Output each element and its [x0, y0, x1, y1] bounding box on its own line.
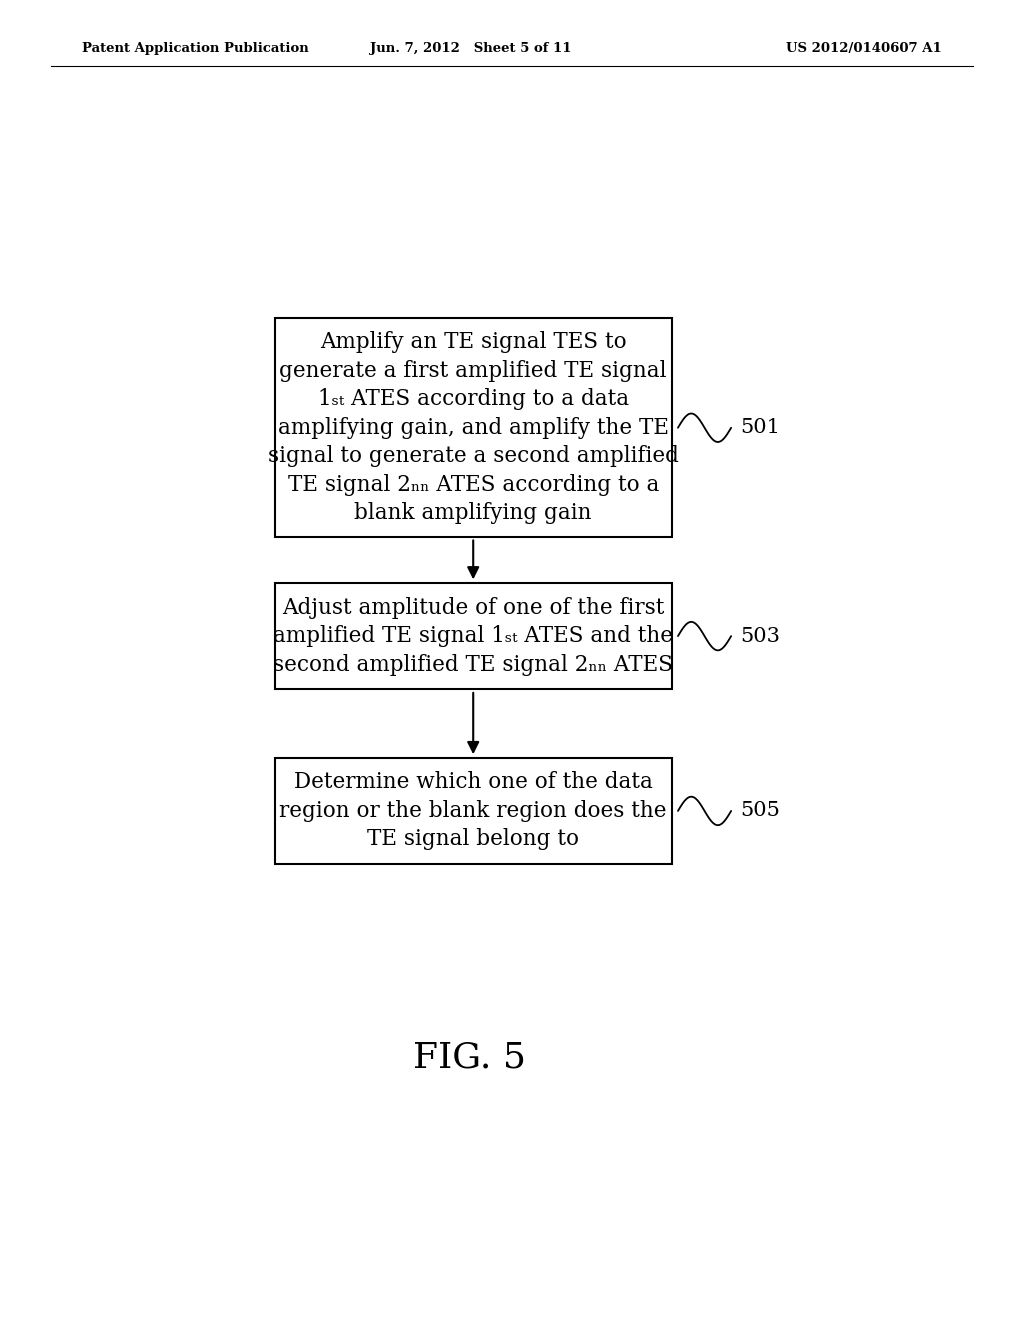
Text: signal to generate a second amplified: signal to generate a second amplified: [268, 445, 679, 467]
FancyBboxPatch shape: [274, 758, 672, 865]
Text: 501: 501: [740, 418, 780, 437]
Text: generate a first amplified TE signal: generate a first amplified TE signal: [280, 360, 667, 381]
Text: blank amplifying gain: blank amplifying gain: [354, 502, 592, 524]
FancyBboxPatch shape: [274, 582, 672, 689]
Text: Patent Application Publication: Patent Application Publication: [82, 42, 308, 55]
Text: amplified TE signal 1ₛₜ ATES and the: amplified TE signal 1ₛₜ ATES and the: [273, 626, 673, 647]
Text: Amplify an TE signal TES to: Amplify an TE signal TES to: [319, 331, 627, 354]
Text: Adjust amplitude of one of the first: Adjust amplitude of one of the first: [282, 597, 665, 619]
Text: US 2012/0140607 A1: US 2012/0140607 A1: [786, 42, 942, 55]
Text: TE signal 2ₙₙ ATES according to a: TE signal 2ₙₙ ATES according to a: [288, 474, 658, 496]
Text: Determine which one of the data: Determine which one of the data: [294, 771, 652, 793]
Text: Jun. 7, 2012   Sheet 5 of 11: Jun. 7, 2012 Sheet 5 of 11: [371, 42, 571, 55]
Text: amplifying gain, and amplify the TE: amplifying gain, and amplify the TE: [278, 417, 669, 438]
Text: 503: 503: [740, 627, 780, 645]
Text: FIG. 5: FIG. 5: [413, 1041, 525, 1074]
Text: 505: 505: [740, 801, 780, 821]
Text: second amplified TE signal 2ₙₙ ATES: second amplified TE signal 2ₙₙ ATES: [273, 653, 673, 676]
Text: region or the blank region does the: region or the blank region does the: [280, 800, 667, 822]
Text: TE signal belong to: TE signal belong to: [368, 829, 580, 850]
FancyBboxPatch shape: [274, 318, 672, 537]
Text: 1ₛₜ ATES according to a data: 1ₛₜ ATES according to a data: [317, 388, 629, 411]
